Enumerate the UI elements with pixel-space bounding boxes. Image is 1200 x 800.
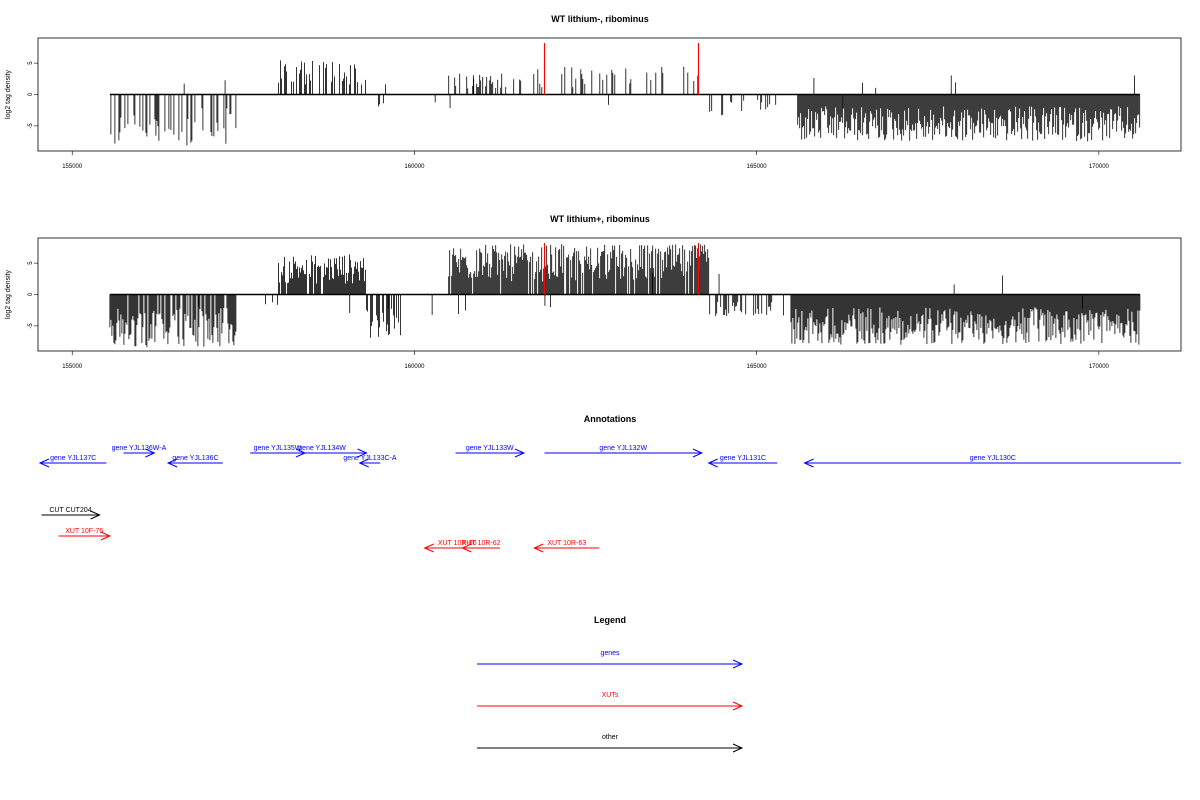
annotation-feature: gene YJL130C (803, 455, 1181, 468)
x-tick-label: 170000 (1089, 164, 1110, 170)
annotation-feature: CUT CUT204 (41, 507, 101, 520)
arrow-head (358, 458, 369, 468)
y-tick-label: 5 (28, 261, 34, 265)
arrow-head (732, 701, 744, 711)
arrow-head (803, 458, 814, 468)
legend-item: other (477, 734, 744, 753)
arrow-head (357, 448, 368, 458)
y-tick-label: 5 (28, 61, 34, 65)
feature-label: XUT 10R-86 (438, 540, 477, 547)
arrow-head (707, 458, 718, 468)
y-tick-label: 0 (28, 92, 34, 96)
legend-item-label: other (602, 734, 619, 741)
annotations-title: Annotations (584, 414, 637, 424)
density-panel-2: WT lithium+, ribominus 5 0 -5 log2 tag densi… (5, 214, 1182, 370)
feature-label: XUT 10R-63 (547, 540, 586, 547)
arrow-head (100, 531, 112, 541)
panel-title: WT lithium-, ribominus (551, 14, 649, 24)
arrow-head (38, 458, 50, 468)
legend-item-label: genes (600, 650, 620, 657)
x-tick-label: 160000 (404, 364, 425, 370)
density-panel-1: WT lithium-, ribominus 5 0 -5 log2 tag densi… (5, 14, 1182, 170)
arrow-head (532, 543, 544, 553)
feature-label: XUT 10F-76 (65, 528, 103, 535)
annotation-feature: gene YJL134W (277, 445, 368, 458)
feature-label: gene YJL133C-A (343, 455, 397, 462)
legend-title: Legend (594, 615, 626, 625)
feature-label: gene YJL136W-A (112, 445, 167, 452)
annotation-feature: gene YJL136C (166, 455, 223, 468)
feature-label: gene YJL134W (298, 445, 346, 452)
feature-label: gene YJL136C (172, 455, 218, 462)
annotation-feature: XUT 10R-62 (461, 540, 501, 553)
arrow-head (90, 510, 101, 520)
legend-item: genes (477, 650, 744, 669)
panel-title: WT lithium+, ribominus (550, 214, 650, 224)
annotation-feature: gene YJL131C (707, 455, 778, 468)
y-axis-label: log2 tag density (5, 269, 12, 319)
y-tick-label: -5 (28, 123, 34, 129)
annotation-feature: XUT 10R-63 (532, 540, 600, 553)
feature-label: gene YJL130C (970, 455, 1016, 462)
arrow-head (732, 659, 744, 669)
legend-item-label: XUTs (602, 692, 619, 699)
density-bars (110, 60, 1141, 146)
feature-label: gene YJL137C (50, 455, 96, 462)
feature-label: gene YJL132W (599, 445, 647, 452)
y-tick-label: 0 (28, 292, 34, 296)
arrow-head (461, 543, 472, 553)
x-tick-label: 160000 (404, 164, 425, 170)
feature-label: gene YJL133W (466, 445, 514, 452)
annotation-feature: gene YJL136W-A (112, 445, 167, 458)
annotation-feature: gene YJL132W (544, 445, 704, 458)
feature-label: gene YJL135W (254, 445, 302, 452)
x-tick-label: 155000 (62, 164, 83, 170)
legend-panel: Legend genes XUTs other (477, 615, 744, 753)
arrow-head (692, 448, 704, 458)
arrow-head (166, 458, 178, 468)
x-tick-label: 155000 (62, 364, 83, 370)
feature-label: CUT CUT204 (49, 507, 91, 514)
y-tick-label: -5 (28, 323, 34, 329)
x-tick-label: 165000 (747, 364, 768, 370)
annotation-feature: gene YJL133W (455, 445, 526, 458)
annotation-feature: XUT 10F-76 (58, 528, 112, 541)
annotations-panel: Annotations gene YJL137C gene YJL136W-A gen… (38, 414, 1181, 553)
x-tick-label: 170000 (1089, 364, 1110, 370)
annotation-feature: gene YJL133C-A (343, 455, 397, 468)
feature-label: gene YJL131C (720, 455, 766, 462)
annotation-feature: gene YJL135W (250, 445, 307, 458)
y-axis-label: log2 tag density (5, 69, 12, 119)
legend-item: XUTs (477, 692, 744, 711)
density-bars (109, 244, 1141, 348)
x-tick-label: 165000 (747, 164, 768, 170)
arrow-head (514, 448, 526, 458)
arrow-head (732, 743, 744, 753)
arrow-head (423, 543, 434, 553)
feature-label: XUT 10R-62 (462, 540, 501, 547)
arrow-head (145, 448, 156, 458)
annotation-feature: gene YJL137C (38, 455, 107, 468)
